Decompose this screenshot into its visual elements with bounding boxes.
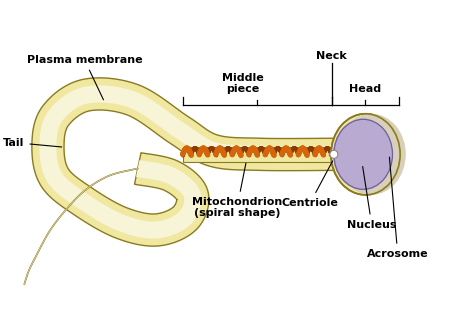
Polygon shape bbox=[32, 78, 334, 246]
Text: Centriole: Centriole bbox=[282, 161, 339, 208]
Polygon shape bbox=[39, 86, 334, 239]
Ellipse shape bbox=[334, 119, 392, 189]
Text: Acrosome: Acrosome bbox=[367, 157, 428, 259]
Text: Middle
piece: Middle piece bbox=[222, 73, 264, 94]
Text: Tail: Tail bbox=[3, 137, 62, 147]
Text: Plasma membrane: Plasma membrane bbox=[27, 55, 142, 100]
Polygon shape bbox=[182, 147, 331, 162]
Ellipse shape bbox=[337, 114, 406, 195]
Ellipse shape bbox=[333, 118, 393, 190]
Text: Neck: Neck bbox=[316, 51, 347, 61]
Text: Mitochondrion
(spiral shape): Mitochondrion (spiral shape) bbox=[192, 163, 282, 218]
Circle shape bbox=[330, 150, 338, 158]
Text: Nucleus: Nucleus bbox=[347, 166, 396, 230]
Ellipse shape bbox=[331, 114, 400, 195]
Text: Head: Head bbox=[349, 84, 381, 94]
